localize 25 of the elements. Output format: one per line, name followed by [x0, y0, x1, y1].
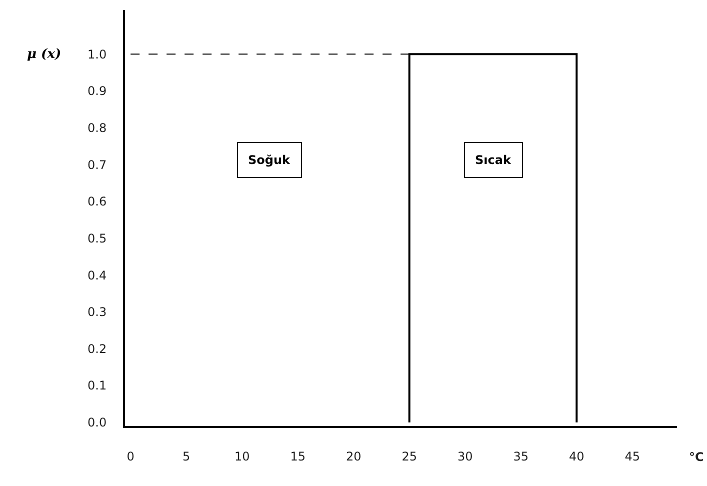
- x-tick-label: 0: [126, 449, 134, 464]
- x-tick-label: 10: [234, 449, 250, 464]
- text: Sıcak: [475, 153, 512, 167]
- y-tick-label: 0.6: [88, 194, 107, 209]
- y-tick-label: 0.7: [88, 158, 107, 172]
- text: Soğuk: [248, 153, 292, 167]
- y-tick-label: 0.9: [88, 84, 107, 98]
- y-tick-label: 0.1: [88, 378, 107, 393]
- x-axis-title: °C: [689, 450, 704, 464]
- x-tick-label: 25: [402, 449, 417, 464]
- x-tick-label: 30: [457, 449, 473, 464]
- y-tick-label: 0.0: [88, 416, 107, 430]
- y-axis-title: μ (x): [27, 47, 62, 62]
- x-tick-label: 15: [290, 449, 306, 464]
- x-tick-label: 45: [624, 449, 640, 464]
- x-tick-label: 5: [182, 449, 190, 464]
- y-tick-label: 0.3: [88, 305, 107, 320]
- x-tick-label: 35: [513, 449, 529, 464]
- y-tick-label: 0.5: [88, 231, 107, 246]
- x-tick-label: 40: [569, 449, 584, 464]
- y-tick-label: 1.0: [88, 47, 107, 62]
- x-tick-label: 20: [346, 449, 362, 464]
- y-tick-label: 0.8: [88, 121, 107, 136]
- y-tick-label: 0.2: [88, 342, 107, 356]
- y-tick-label: 0.4: [88, 268, 107, 282]
